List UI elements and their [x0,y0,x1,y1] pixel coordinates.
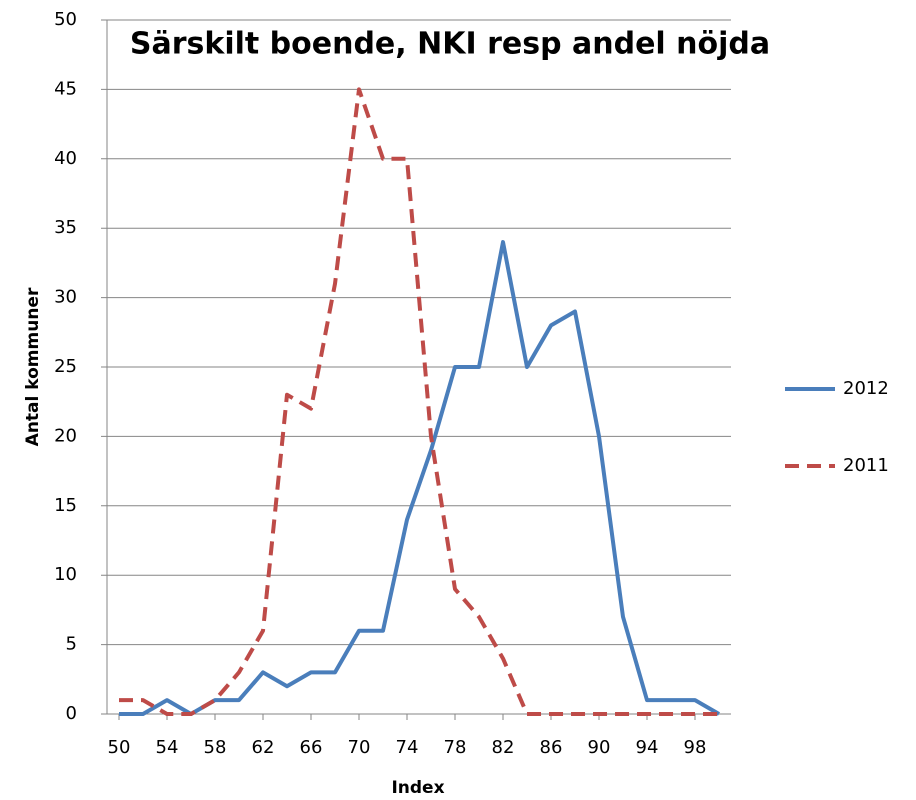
x-tick-label: 66 [300,737,323,758]
x-tick-label: 70 [348,737,371,758]
x-tick-label: 74 [396,737,419,758]
x-tick-label: 90 [588,737,611,758]
y-tick-label: 50 [54,9,77,30]
x-tick-label: 94 [636,737,659,758]
x-tick-label: 78 [444,737,467,758]
legend-label: 2012 [843,378,889,399]
y-tick-label: 5 [66,634,77,655]
y-axis-label: Antal kommuner [23,287,43,446]
x-tick-label: 62 [252,737,275,758]
x-tick-label: 50 [108,737,131,758]
y-tick-label: 35 [54,217,77,238]
y-tick-label: 30 [54,287,77,308]
y-tick-label: 20 [54,425,77,446]
y-tick-label: 15 [54,495,77,516]
chart-title: Särskilt boende, NKI resp andel nöjda [130,27,770,62]
x-tick-label: 86 [540,737,563,758]
series-line [119,87,719,716]
legend-label: 2011 [843,455,889,476]
x-axis-label: Index [391,778,444,798]
y-tick-label: 25 [54,356,77,377]
x-tick-label: 82 [492,737,515,758]
y-tick-label: 0 [66,703,77,724]
series-line [119,240,721,716]
x-tick-label: 54 [156,737,179,758]
x-tick-label: 98 [684,737,707,758]
x-tick-label: 58 [204,737,227,758]
y-tick-label: 10 [54,564,77,585]
y-tick-label: 45 [54,78,77,99]
y-tick-label: 40 [54,148,77,169]
